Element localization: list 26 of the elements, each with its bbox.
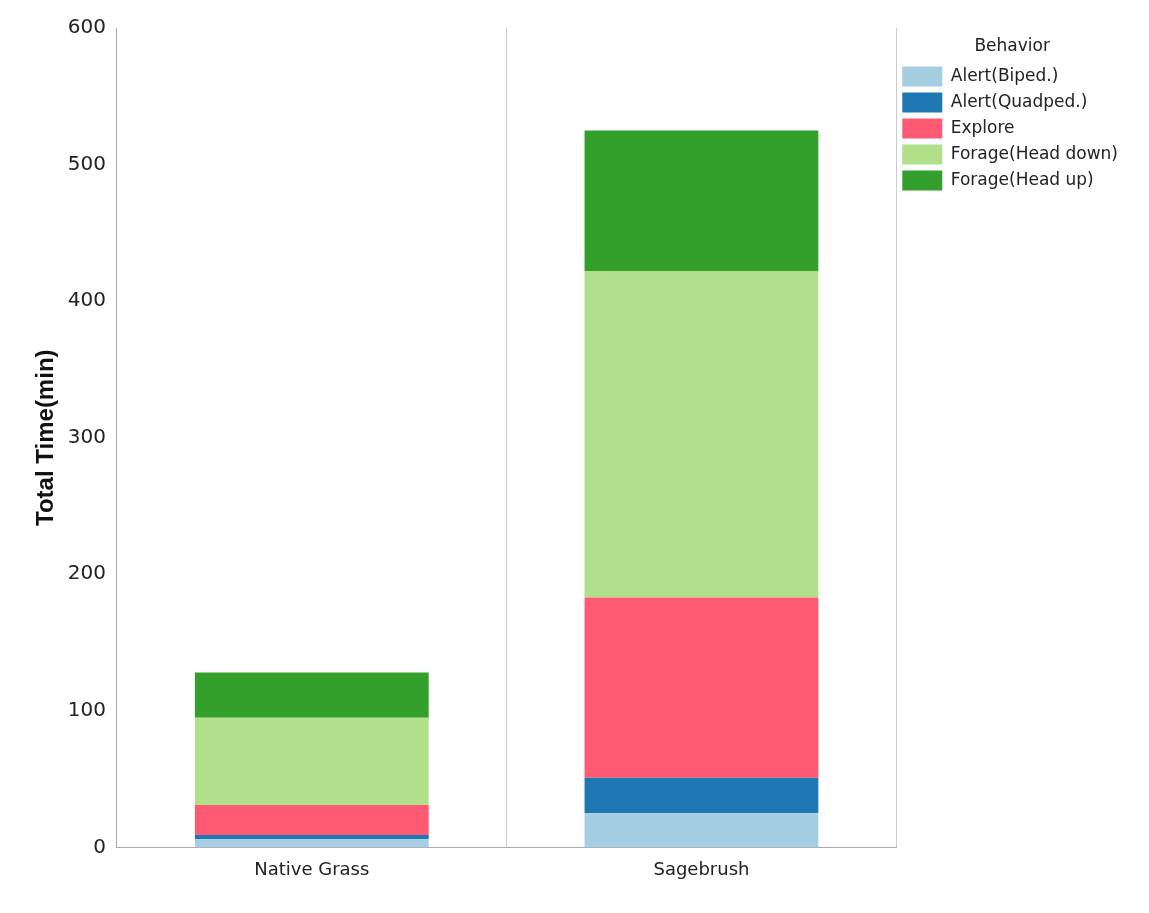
y-tick-label: 400: [67, 287, 106, 312]
y-tick-label: 600: [67, 14, 106, 39]
legend-label: Alert(Quadped.): [950, 90, 1088, 111]
bar: [194, 835, 429, 840]
legend-label: Explore: [950, 116, 1015, 137]
y-tick-label: 500: [67, 150, 106, 175]
bar: [584, 597, 819, 778]
bar: [584, 777, 819, 814]
bar: [194, 717, 429, 806]
bar: [194, 805, 429, 836]
legend-label: Forage(Head down): [950, 142, 1119, 163]
bar: [194, 839, 429, 848]
x-tick-label: Sagebrush: [653, 857, 750, 879]
legend-label: Alert(Biped.): [950, 64, 1059, 85]
y-axis-title: Total Time(min): [31, 349, 59, 526]
bar: [194, 672, 429, 718]
legend-label: Forage(Head up): [950, 168, 1094, 189]
bar: [584, 813, 819, 848]
y-tick-label: 100: [67, 697, 106, 722]
bar: [584, 130, 819, 272]
y-tick-label: 300: [67, 423, 106, 448]
y-tick-label: 200: [67, 560, 106, 585]
legend-title: Behavior: [974, 34, 1050, 55]
bar: [584, 271, 819, 598]
y-tick-label: 0: [93, 833, 106, 858]
x-tick-label: Native Grass: [254, 857, 370, 879]
